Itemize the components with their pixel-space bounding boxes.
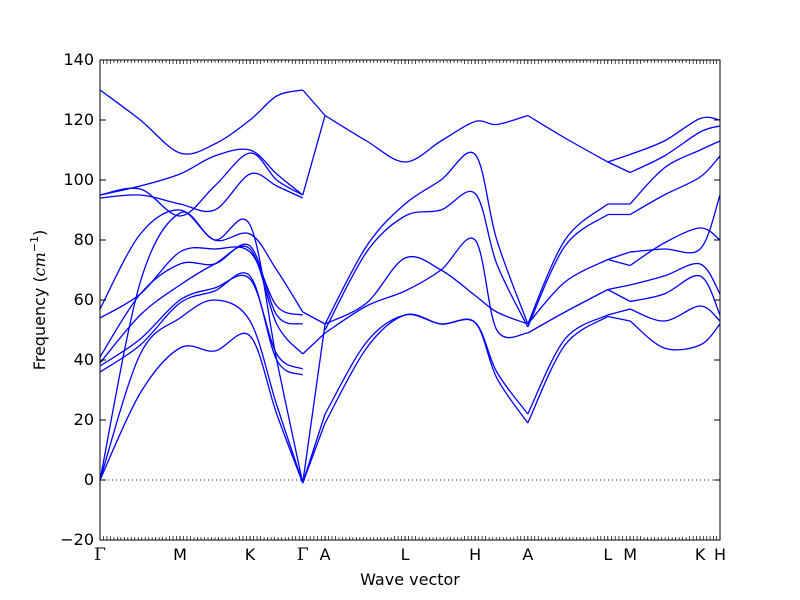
band-line-12 (99, 89, 303, 155)
band-line-16 (302, 323, 326, 484)
band-line-13 (302, 89, 326, 116)
y-tick-label: 20 (74, 410, 94, 429)
band-line-34 (607, 153, 631, 163)
band-line-52 (629, 305, 721, 322)
band-line-21 (324, 151, 529, 325)
y-axis-title-suffix: ) (30, 230, 49, 236)
band-line-41 (607, 288, 631, 303)
band-line-20 (324, 114, 528, 163)
band-line-42 (607, 308, 631, 316)
band-line-9 (99, 172, 304, 213)
band-line-24 (324, 237, 528, 339)
y-tick-label: 120 (63, 110, 94, 129)
x-high-symmetry-label: L (603, 545, 612, 564)
y-tick-label: 80 (74, 230, 94, 249)
x-high-symmetry-label: Γ (94, 545, 106, 565)
band-line-29 (527, 213, 609, 328)
y-axis-title: Frequency (cm−1) (28, 230, 49, 371)
band-line-53 (629, 320, 721, 351)
x-high-symmetry-label: H (469, 545, 481, 564)
band-line-28 (527, 203, 609, 325)
y-axis-title-unit: cm (30, 252, 49, 276)
x-high-symmetry-label: K (245, 545, 256, 564)
band-line-49 (629, 227, 721, 267)
x-high-symmetry-label: M (623, 545, 637, 564)
band-line-38 (607, 251, 631, 261)
band-line-22 (324, 190, 529, 331)
band-line-7 (99, 246, 303, 319)
band-line-26 (324, 313, 529, 424)
y-tick-label: 100 (63, 170, 94, 189)
x-high-symmetry-label: H (714, 545, 726, 564)
band-line-19 (302, 422, 326, 484)
band-line-31 (527, 288, 609, 334)
band-line-1 (99, 299, 304, 484)
y-axis-title-prefix: Frequency ( (30, 276, 49, 370)
band-line-11 (99, 148, 304, 196)
band-line-14 (302, 115, 326, 196)
tick-layer (99, 59, 721, 541)
band-line-3 (99, 272, 304, 376)
x-axis-title: Wave vector (360, 570, 460, 589)
band-line-47 (629, 155, 721, 216)
x-high-symmetry-label: K (695, 545, 706, 564)
band-line-35 (607, 161, 631, 174)
band-line-32 (527, 314, 609, 415)
band-line-8 (99, 209, 304, 313)
x-high-symmetry-label: Γ (297, 545, 309, 565)
band-line-15 (302, 311, 326, 325)
y-tick-label: 0 (84, 470, 94, 489)
band-line-45 (629, 125, 721, 174)
band-line-44 (629, 116, 721, 156)
band-line-17 (302, 332, 326, 355)
band-line-40 (607, 284, 631, 291)
band-line-46 (629, 140, 721, 205)
series-layer (99, 89, 721, 484)
y-tick-label: 40 (74, 350, 94, 369)
x-high-symmetry-label: M (173, 545, 187, 564)
band-line-27 (527, 114, 609, 163)
band-line-0 (99, 332, 304, 484)
band-line-39 (607, 258, 631, 267)
x-high-symmetry-label: A (522, 545, 533, 564)
band-line-50 (629, 262, 721, 295)
x-high-symmetry-label: A (320, 545, 331, 564)
y-tick-label: −20 (60, 530, 94, 549)
band-line-4 (99, 274, 304, 370)
band-line-51 (629, 274, 721, 316)
band-line-25 (324, 313, 529, 415)
band-line-10 (99, 152, 304, 217)
band-line-30 (527, 258, 609, 325)
y-tick-label: 140 (63, 50, 94, 69)
x-high-symmetry-label: L (401, 545, 410, 564)
band-line-33 (527, 315, 609, 424)
band-line-48 (630, 194, 721, 254)
y-tick-label: 60 (74, 290, 94, 309)
y-axis-title-unit-exponent: −1 (28, 236, 41, 252)
band-line-43 (607, 315, 631, 322)
